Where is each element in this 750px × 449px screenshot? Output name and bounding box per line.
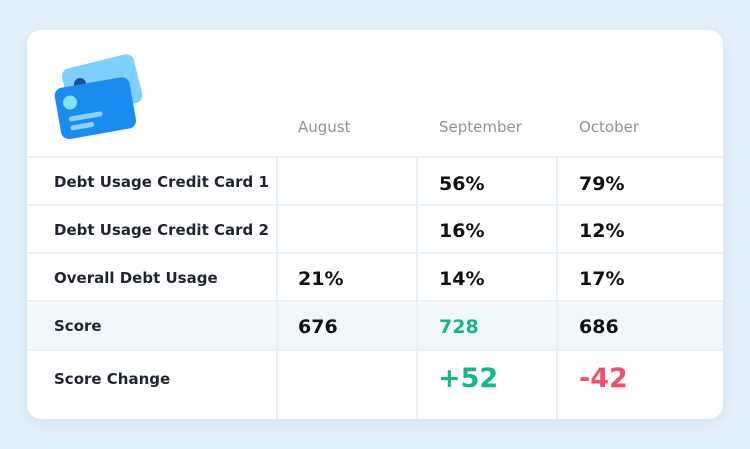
row-label-credit-card-1: Debt Usage Credit Card 1 <box>54 173 269 191</box>
column-divider <box>416 157 418 419</box>
cell-score-october: 686 <box>579 316 619 338</box>
cell-card1-october: 79% <box>579 173 625 195</box>
cell-overall-august: 21% <box>298 268 344 290</box>
row-divider <box>27 300 723 302</box>
row-label-credit-card-2: Debt Usage Credit Card 2 <box>54 221 269 239</box>
column-divider <box>276 157 278 419</box>
column-header-october: October <box>579 118 640 136</box>
row-label-score: Score <box>54 317 102 335</box>
cell-change-october: -42 <box>579 363 628 394</box>
row-label-overall-debt: Overall Debt Usage <box>54 269 218 287</box>
row-divider <box>27 204 723 206</box>
cell-change-september: +52 <box>438 363 499 394</box>
column-header-september: September <box>439 118 522 136</box>
row-label-score-change: Score Change <box>54 370 171 388</box>
cell-overall-september: 14% <box>439 268 485 290</box>
score-row-highlight <box>27 303 723 349</box>
cell-card1-september: 56% <box>439 173 485 195</box>
row-divider <box>27 156 723 158</box>
score-table-card: August September October Debt Usage Cred… <box>27 30 723 419</box>
row-divider <box>27 252 723 254</box>
cell-card2-october: 12% <box>579 220 625 242</box>
row-divider <box>27 349 723 351</box>
cell-score-september: 728 <box>439 316 479 338</box>
column-divider <box>556 157 558 419</box>
cell-score-august: 676 <box>298 316 338 338</box>
cell-card2-september: 16% <box>439 220 485 242</box>
credit-cards-icon <box>54 54 143 140</box>
cell-overall-october: 17% <box>579 268 625 290</box>
column-header-august: August <box>298 118 351 136</box>
